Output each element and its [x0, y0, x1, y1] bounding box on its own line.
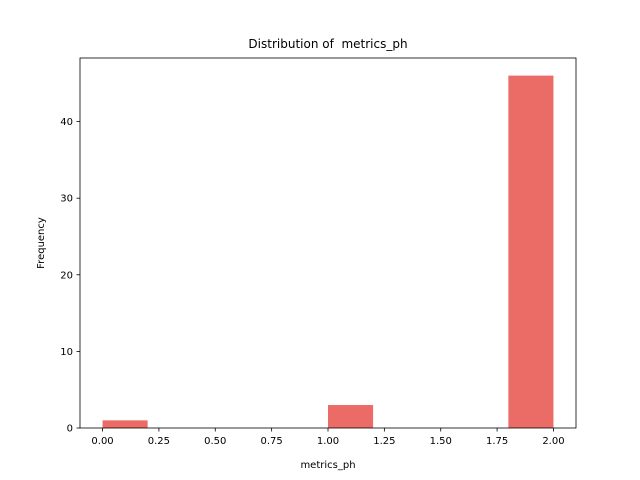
bars-group — [102, 75, 554, 428]
x-tick-label: 2.00 — [542, 436, 564, 447]
histogram-bar — [328, 405, 374, 428]
x-tick-label: 0.00 — [91, 436, 113, 447]
x-tick-label: 1.25 — [373, 436, 395, 447]
y-axis-label: Frequency — [36, 217, 47, 269]
x-tick-label: 0.50 — [204, 436, 226, 447]
x-tick-label: 1.50 — [430, 436, 452, 447]
y-tick-label: 30 — [60, 194, 73, 205]
histogram-bar — [508, 75, 554, 428]
y-tick-label: 10 — [60, 347, 73, 358]
x-tick-label: 0.75 — [261, 436, 283, 447]
y-tick-label: 40 — [60, 117, 73, 128]
y-tick-label: 20 — [60, 270, 73, 281]
x-tick-label: 1.75 — [486, 436, 508, 447]
x-tick-label: 1.00 — [317, 436, 339, 447]
x-tick-label: 0.25 — [148, 436, 170, 447]
y-tick-label: 0 — [67, 424, 73, 435]
x-axis-label: metrics_ph — [300, 460, 355, 471]
histogram-bar — [102, 420, 148, 428]
chart-title: Distribution of metrics_ph — [248, 37, 407, 51]
x-axis-ticks: 0.00 0.25 0.50 0.75 1.00 1.25 1.50 1.75 2.00 — [91, 428, 565, 447]
y-axis-ticks: 0 10 20 30 40 — [60, 117, 80, 435]
